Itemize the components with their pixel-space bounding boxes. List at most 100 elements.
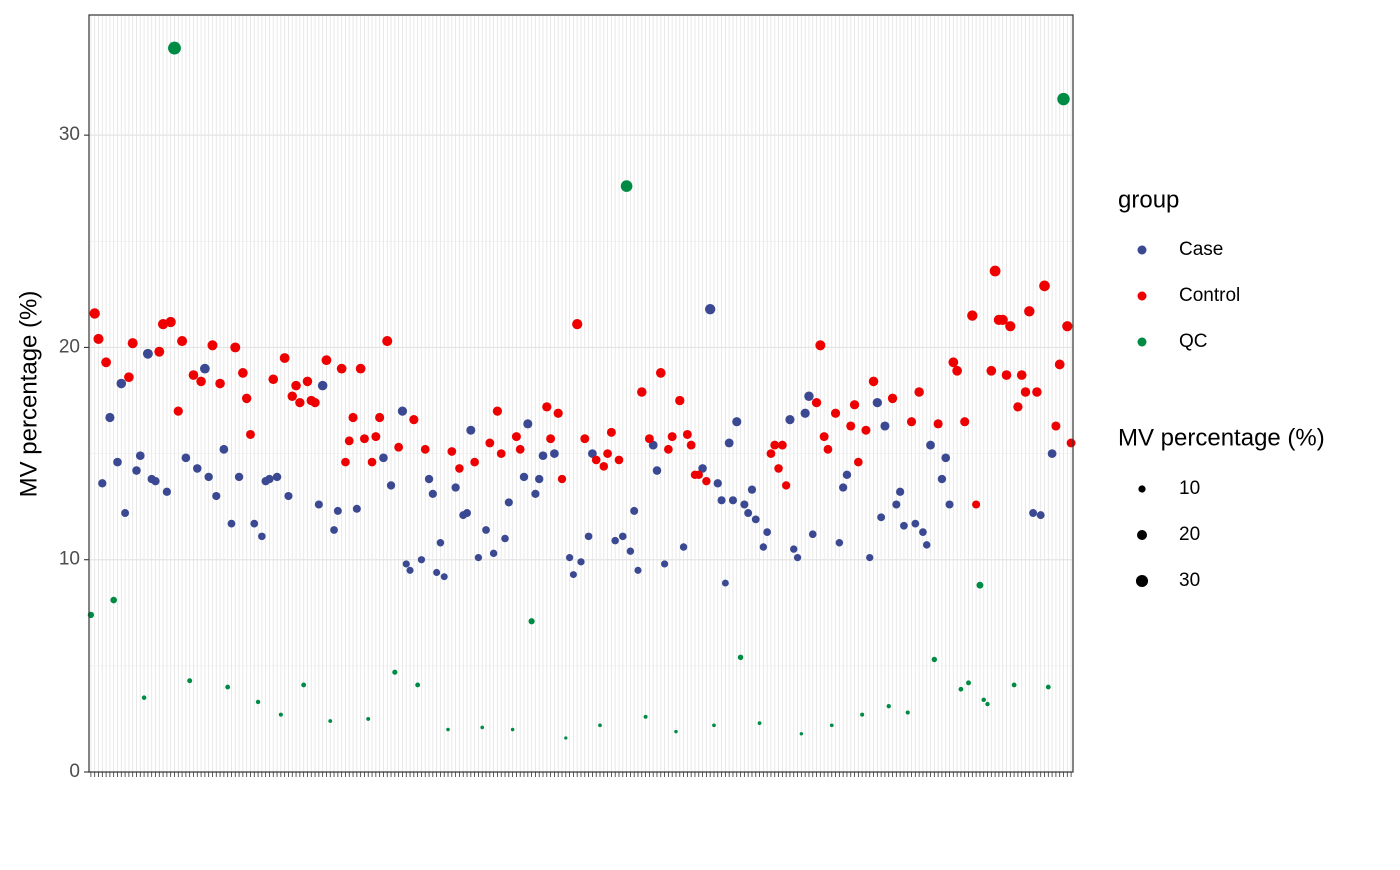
point: [1057, 92, 1070, 106]
point: [777, 440, 787, 450]
point: [121, 509, 130, 517]
point: [757, 721, 762, 726]
point: [279, 353, 290, 363]
point: [766, 449, 776, 458]
point: [747, 485, 757, 494]
point: [1039, 280, 1050, 292]
point: [420, 444, 430, 454]
point: [892, 500, 901, 509]
point: [744, 509, 753, 517]
point: [830, 408, 841, 418]
point: [355, 363, 366, 374]
point: [966, 680, 971, 686]
point: [510, 727, 515, 732]
point: [196, 376, 206, 387]
point: [287, 391, 297, 401]
point: [466, 425, 476, 435]
point: [591, 455, 601, 465]
point: [424, 474, 434, 484]
point: [1024, 306, 1035, 317]
point: [187, 678, 193, 684]
point: [643, 714, 648, 719]
point: [105, 412, 115, 423]
point: [686, 440, 696, 450]
point: [328, 719, 333, 723]
point: [348, 412, 358, 423]
point: [626, 547, 635, 555]
point: [227, 519, 236, 528]
size-legend-marker: [1135, 574, 1149, 588]
point: [523, 419, 533, 429]
point: [981, 697, 986, 703]
point: [265, 474, 274, 484]
point: [1013, 402, 1023, 412]
point: [655, 368, 666, 378]
point: [207, 340, 218, 351]
point: [782, 481, 791, 490]
point: [127, 338, 138, 349]
point: [245, 429, 255, 439]
y-tick-label: 30: [59, 124, 80, 145]
point: [717, 496, 726, 505]
point: [278, 712, 283, 717]
point: [336, 363, 347, 374]
point: [800, 408, 810, 418]
point: [1005, 321, 1016, 332]
point: [886, 704, 891, 709]
point: [480, 725, 485, 730]
point: [451, 483, 460, 492]
point: [93, 333, 104, 344]
point: [433, 568, 441, 576]
point: [861, 425, 871, 435]
point: [553, 408, 563, 418]
point: [774, 464, 783, 473]
point: [618, 532, 627, 541]
point: [937, 474, 947, 484]
point: [793, 553, 802, 562]
point: [1045, 684, 1051, 690]
point: [392, 669, 398, 675]
point: [799, 732, 804, 736]
point: [985, 701, 990, 707]
point: [496, 449, 506, 458]
point: [379, 453, 388, 463]
point: [485, 438, 495, 448]
point: [948, 357, 959, 368]
point: [933, 419, 943, 429]
point: [880, 421, 890, 431]
point: [667, 432, 677, 442]
point: [482, 526, 490, 534]
point: [829, 723, 834, 728]
point: [986, 365, 997, 376]
point: [989, 265, 1001, 277]
size-legend-label: 20: [1179, 524, 1200, 545]
point: [674, 729, 678, 734]
point: [976, 581, 984, 589]
point: [1011, 682, 1017, 688]
point: [911, 519, 920, 528]
point: [652, 466, 662, 475]
point: [538, 451, 548, 461]
point: [887, 393, 898, 404]
point: [463, 509, 471, 517]
point: [417, 556, 426, 564]
point: [790, 545, 798, 553]
legend: Case Control QC 10 20 30: [1135, 239, 1240, 591]
point: [291, 380, 301, 391]
point: [931, 656, 938, 663]
point: [839, 483, 848, 492]
point: [215, 378, 225, 389]
point: [531, 489, 540, 499]
point: [564, 736, 568, 740]
point: [546, 434, 556, 444]
point: [492, 406, 503, 416]
point: [550, 449, 559, 458]
point: [310, 397, 320, 408]
point: [168, 41, 181, 55]
point: [698, 464, 707, 473]
point: [489, 549, 498, 558]
point: [997, 314, 1008, 325]
point: [98, 479, 107, 488]
point: [330, 526, 338, 534]
point: [606, 427, 616, 437]
